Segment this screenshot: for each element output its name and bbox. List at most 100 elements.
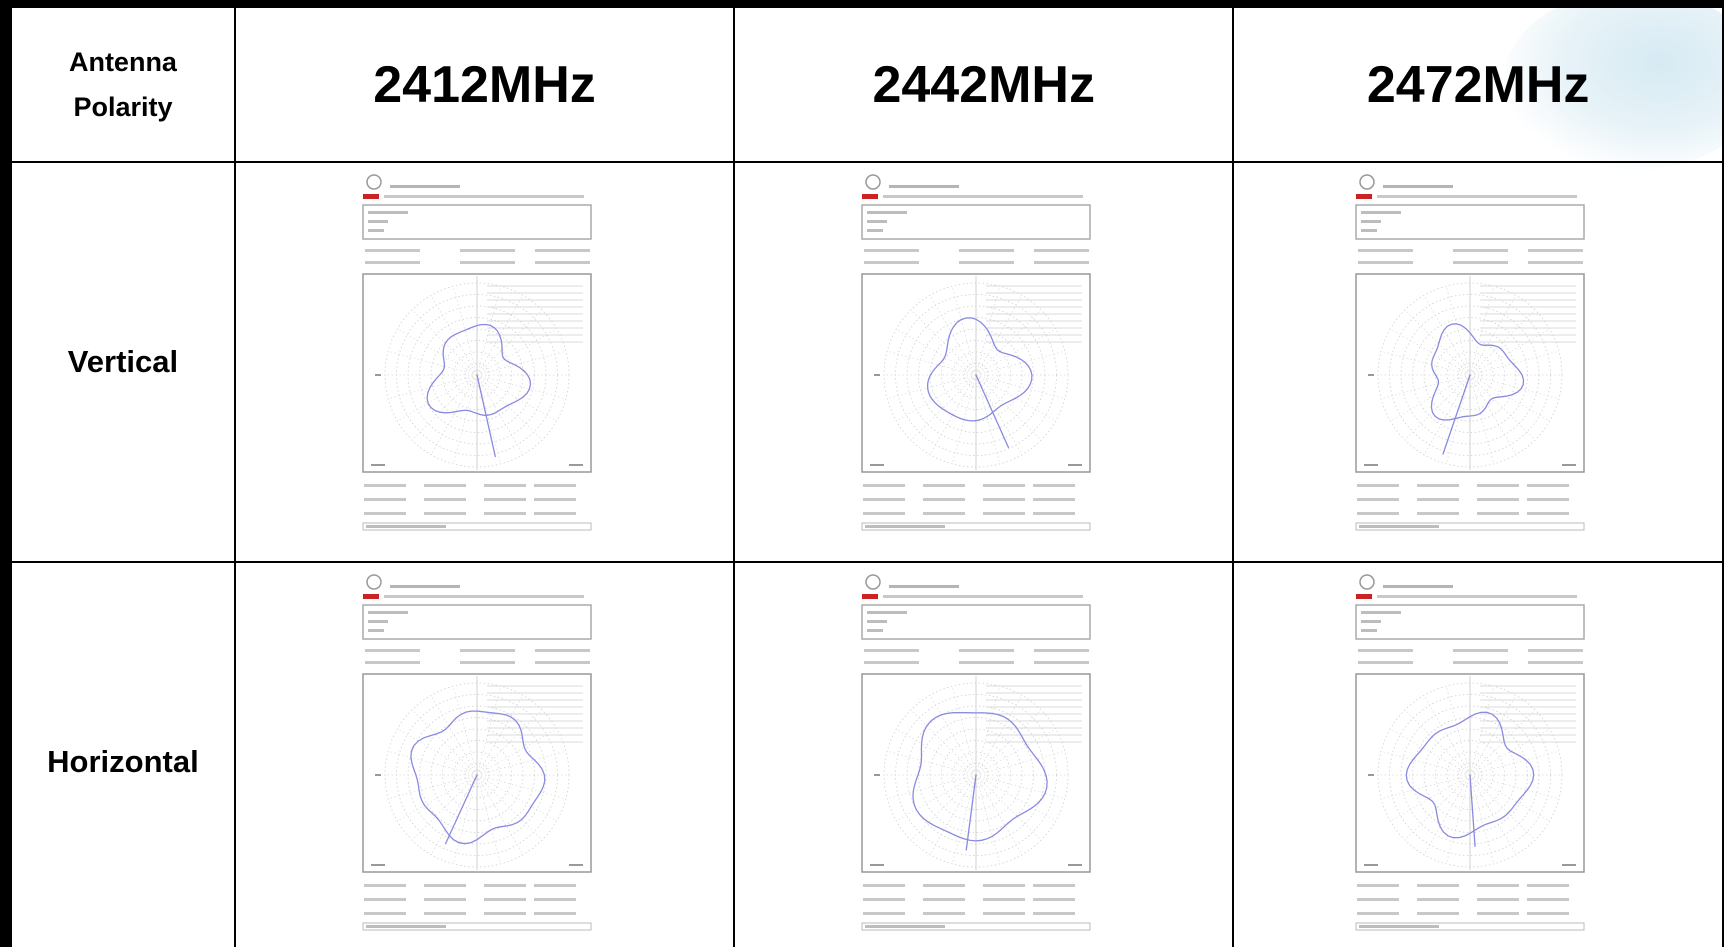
report-text-line: [1528, 661, 1584, 664]
polar-spoke: [975, 750, 1065, 776]
report-text-line: [1528, 249, 1584, 252]
report-text-line: [383, 595, 584, 598]
report-text-line: [1527, 898, 1570, 901]
polar-spoke: [396, 774, 477, 822]
radiation-pattern-curve: [1430, 323, 1525, 421]
polar-spoke: [910, 709, 976, 776]
report-text-line: [1453, 261, 1509, 264]
report-red-tag: [861, 594, 878, 599]
polar-spoke: [1469, 374, 1551, 422]
polar-spoke: [1470, 374, 1560, 400]
polar-spoke: [895, 328, 976, 376]
header-frequency-label: 2442MHz: [872, 55, 1095, 114]
report-text-line: [1417, 512, 1460, 515]
report-text-line: [982, 898, 1025, 901]
radiation-pattern-thumbnail: [860, 174, 1091, 531]
polar-ring: [1458, 363, 1483, 387]
report-text-line: [389, 585, 460, 588]
polar-spoke: [1390, 328, 1471, 376]
polar-spoke: [387, 750, 477, 776]
report-text-line: [1377, 195, 1578, 198]
polar-ring: [940, 340, 1011, 410]
report-text-line: [1357, 498, 1400, 501]
report-text-line: [1361, 629, 1378, 632]
report-text-line: [866, 611, 907, 614]
report-text-line: [534, 261, 590, 264]
report-text-line: [1357, 884, 1400, 887]
polar-spoke: [1404, 374, 1471, 441]
radiation-pattern-spike: [965, 774, 977, 851]
axis-tick-mark: [568, 864, 583, 866]
polar-ring: [963, 763, 988, 787]
polar-spoke: [951, 774, 977, 864]
report-footer-box: [861, 922, 1091, 931]
radiation-pattern-curve: [912, 711, 1048, 842]
polar-spoke: [476, 750, 566, 776]
polar-spoke: [1446, 286, 1471, 376]
polar-spoke: [411, 709, 477, 776]
report-text-line: [1358, 649, 1414, 652]
axis-tick-mark: [370, 464, 385, 466]
header-antenna-line: Antenna: [68, 46, 177, 77]
axis-tick-mark: [374, 774, 381, 776]
report-text-line: [1477, 884, 1520, 887]
plot-cell: [233, 161, 736, 563]
report-text-line: [1417, 912, 1460, 915]
polar-spoke: [975, 328, 1056, 376]
polar-spoke: [886, 750, 976, 776]
radiation-pattern-curve: [1405, 711, 1535, 839]
report-text-line: [1033, 249, 1089, 252]
report-info-box: [1355, 604, 1585, 640]
report-text-line: [982, 484, 1025, 487]
report-text-line: [1383, 185, 1454, 188]
polar-ring: [1446, 751, 1494, 799]
header-corner-cell: Antenna Polarity: [0, 0, 236, 163]
horizontal-row: Horizontal: [0, 561, 1724, 947]
axis-tick-mark: [370, 864, 385, 866]
polar-spoke: [895, 728, 976, 776]
polar-spoke: [430, 295, 477, 376]
header-antenna-polarity: Antenna Polarity: [12, 40, 234, 130]
report-text-line: [863, 249, 919, 252]
report-text-line: [423, 898, 466, 901]
report-text-line: [922, 912, 965, 915]
polar-spoke: [1469, 374, 1536, 441]
polar-spoke: [387, 374, 477, 400]
report-text-line: [1527, 484, 1570, 487]
axis-tick-mark: [374, 374, 381, 376]
report-text-line: [922, 898, 965, 901]
polar-spoke: [929, 695, 977, 776]
header-frequency-label: 2472MHz: [1366, 55, 1590, 114]
report-text-line: [423, 512, 466, 515]
report-text-line: [1527, 498, 1570, 501]
header-row: Antenna Polarity 2412MHz 2442MHz 2472MHz: [0, 0, 1724, 163]
report-text-line: [1453, 249, 1509, 252]
report-text-line: [534, 649, 590, 652]
report-text-line: [534, 661, 590, 664]
axis-tick-mark: [1562, 464, 1577, 466]
polar-spoke: [476, 295, 523, 376]
report-footer-box: [1355, 522, 1585, 531]
radiation-pattern-spike: [475, 374, 496, 458]
polar-spoke: [411, 374, 477, 441]
polar-spoke: [975, 774, 1023, 855]
polar-spoke: [452, 374, 477, 464]
polar-ring: [464, 763, 489, 787]
report-text-line: [862, 512, 905, 515]
polar-ring: [453, 351, 500, 399]
report-text-line: [1453, 661, 1509, 664]
report-text-line: [922, 484, 965, 487]
polar-spoke: [951, 286, 977, 376]
polar-ring: [464, 363, 489, 387]
report-text-line: [533, 884, 576, 887]
report-text-line: [888, 585, 959, 588]
report-footer-box: [362, 922, 592, 931]
header-frequency-cell: 2412MHz: [233, 0, 736, 163]
report-text-line: [459, 661, 515, 664]
polar-spoke: [452, 286, 477, 376]
polar-spoke: [975, 374, 1042, 441]
polar-spoke: [476, 350, 566, 376]
polar-spoke: [476, 774, 501, 864]
report-text-line: [958, 249, 1014, 252]
